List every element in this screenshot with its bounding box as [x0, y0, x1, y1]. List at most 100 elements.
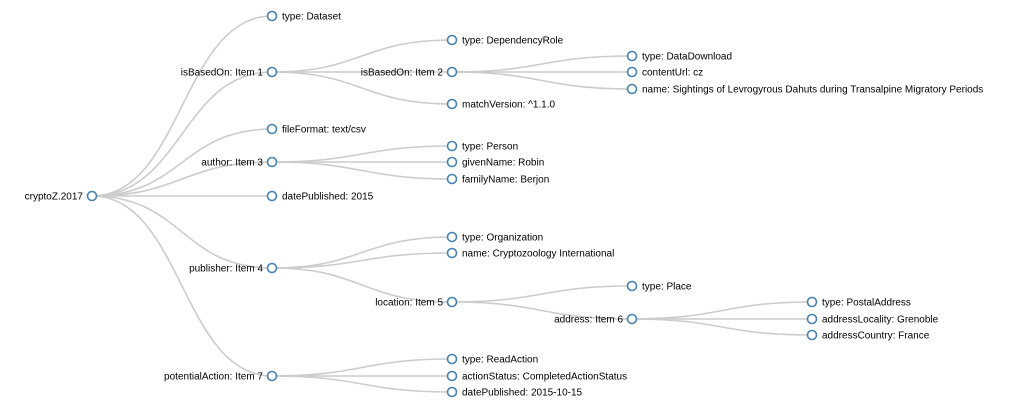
node-label: type: ReadAction: [462, 355, 538, 366]
tree-node-type-dependencyrole[interactable]: type: DependencyRole: [446, 34, 564, 47]
tree-node-fileformat-text-csv[interactable]: fileFormat: text/csv: [266, 123, 366, 136]
node-circle[interactable]: [446, 34, 458, 46]
node-circle[interactable]: [806, 329, 818, 341]
node-circle[interactable]: [266, 123, 278, 135]
tree-node-name-sightings-of-levrogyrous-dahuts-during-transalpine-migratory-periods[interactable]: name: Sightings of Levrogyrous Dahuts du…: [626, 83, 984, 96]
node-label: cryptoZ.2017: [25, 192, 84, 203]
tree-node-addresslocality-grenoble[interactable]: addressLocality: Grenoble: [806, 313, 939, 326]
tree-node-potentialaction-item-7[interactable]: potentialAction: Item 7: [164, 370, 278, 383]
tree-node-isbasedon-item-1[interactable]: isBasedOn: Item 1: [181, 66, 278, 79]
tree-node-cryptoz-2017[interactable]: cryptoZ.2017: [25, 190, 98, 203]
node-label: addressCountry: France: [822, 331, 930, 342]
node-circle[interactable]: [446, 231, 458, 243]
tree-node-type-person[interactable]: type: Person: [446, 140, 519, 153]
tree-node-type-dataset[interactable]: type: Dataset: [266, 10, 342, 23]
node-circle[interactable]: [446, 296, 458, 308]
node-label: fileFormat: text/csv: [282, 125, 366, 136]
node-label: actionStatus: CompletedActionStatus: [462, 372, 627, 383]
tree-node-datepublished-2015-10-15[interactable]: datePublished: 2015-10-15: [446, 386, 583, 399]
tree-node-type-postaladdress[interactable]: type: PostalAddress: [806, 296, 911, 309]
node-label: contentUrl: cz: [642, 68, 703, 79]
tree-node-location-item-5[interactable]: location: Item 5: [375, 296, 458, 309]
node-label: datePublished: 2015: [282, 192, 374, 203]
tree-node-contenturl-cz[interactable]: contentUrl: cz: [626, 66, 704, 79]
node-circle[interactable]: [266, 262, 278, 274]
node-circle[interactable]: [626, 313, 638, 325]
link-potentialaction-item-7-to-datepublished-2015-10-15: [271, 375, 453, 393]
link-location-item-5-to-type-place: [451, 285, 633, 303]
node-circle[interactable]: [266, 156, 278, 168]
tree-node-addresscountry-france[interactable]: addressCountry: France: [806, 329, 930, 342]
link-publisher-item-4-to-location-item-5: [271, 267, 453, 303]
tree-node-type-place[interactable]: type: Place: [626, 280, 692, 293]
node-label: name: Sightings of Levrogyrous Dahuts du…: [642, 85, 983, 96]
node-label: type: Person: [462, 142, 518, 153]
link-publisher-item-4-to-name-cryptozoology-international: [271, 252, 453, 269]
node-label: type: PostalAddress: [822, 298, 911, 309]
link-isbasedon-item-2-to-type-datadownload: [451, 55, 633, 73]
link-cryptoz-2017-to-fileformat-text-csv: [91, 128, 273, 197]
tree-node-givenname-robin[interactable]: givenName: Robin: [446, 156, 545, 169]
tree-node-familyname-berjon[interactable]: familyName: Berjon: [446, 173, 550, 186]
node-circle[interactable]: [446, 98, 458, 110]
link-isbasedon-item-2-to-name-sightings-of-levrogyrous-dahuts-during-transalpine-migratory-periods: [451, 71, 633, 90]
node-label: isBasedOn: Item 2: [361, 68, 444, 79]
tree-node-type-readaction[interactable]: type: ReadAction: [446, 353, 539, 366]
link-location-item-5-to-address-item-6: [451, 301, 633, 320]
link-cryptoz-2017-to-type-dataset: [91, 15, 273, 197]
link-isbasedon-item-1-to-type-dependencyrole: [271, 39, 453, 73]
node-label: potentialAction: Item 7: [164, 372, 263, 383]
node-label: type: DependencyRole: [462, 36, 564, 47]
node-circle[interactable]: [446, 140, 458, 152]
node-circle[interactable]: [446, 66, 458, 78]
node-label: familyName: Berjon: [462, 175, 549, 186]
node-circle[interactable]: [266, 10, 278, 22]
node-circle[interactable]: [626, 50, 638, 62]
node-label: type: DataDownload: [642, 52, 732, 63]
node-circle[interactable]: [626, 280, 638, 292]
tree-node-name-cryptozoology-international[interactable]: name: Cryptozoology International: [446, 247, 615, 260]
tree-node-actionstatus-completedactionstatus[interactable]: actionStatus: CompletedActionStatus: [446, 370, 628, 383]
node-circle[interactable]: [446, 173, 458, 185]
node-circle[interactable]: [446, 247, 458, 259]
node-label: matchVersion: ^1.1.0: [462, 100, 556, 111]
node-circle[interactable]: [446, 370, 458, 382]
tree-node-type-organization[interactable]: type: Organization: [446, 231, 544, 244]
link-potentialaction-item-7-to-type-readaction: [271, 358, 453, 377]
node-circle[interactable]: [266, 370, 278, 382]
tree-node-datepublished-2015[interactable]: datePublished: 2015: [266, 190, 374, 203]
node-circle[interactable]: [446, 386, 458, 398]
link-cryptoz-2017-to-author-item-3: [91, 161, 273, 197]
link-isbasedon-item-1-to-matchversion-1-1-0: [271, 71, 453, 105]
node-circle[interactable]: [266, 66, 278, 78]
node-circle[interactable]: [446, 156, 458, 168]
node-label: givenName: Robin: [462, 158, 544, 169]
node-label: location: Item 5: [375, 298, 443, 309]
link-cryptoz-2017-to-publisher-item-4: [91, 195, 273, 269]
node-circle[interactable]: [86, 190, 98, 202]
tree-node-address-item-6[interactable]: address: Item 6: [554, 313, 638, 326]
link-cryptoz-2017-to-potentialaction-item-7: [91, 195, 273, 377]
tree-node-author-item-3[interactable]: author: Item 3: [201, 156, 278, 169]
link-address-item-6-to-addresscountry-france: [631, 318, 813, 336]
tree-node-publisher-item-4[interactable]: publisher: Item 4: [189, 262, 278, 275]
node-label: address: Item 6: [554, 315, 623, 326]
node-circle[interactable]: [266, 190, 278, 202]
tree-node-isbasedon-item-2[interactable]: isBasedOn: Item 2: [361, 66, 458, 79]
link-address-item-6-to-type-postaladdress: [631, 301, 813, 320]
node-circle[interactable]: [806, 296, 818, 308]
tree-nodes: cryptoZ.2017 type: Dataset isBasedOn: Item…: [25, 10, 984, 399]
link-author-item-3-to-familyname-berjon: [271, 161, 453, 180]
tree-node-type-datadownload[interactable]: type: DataDownload: [626, 50, 733, 63]
node-circle[interactable]: [806, 313, 818, 325]
node-label: type: Place: [642, 282, 692, 293]
node-label: publisher: Item 4: [189, 264, 263, 275]
node-label: name: Cryptozoology International: [462, 249, 614, 260]
link-author-item-3-to-type-person: [271, 145, 453, 163]
node-circle[interactable]: [626, 66, 638, 78]
node-label: addressLocality: Grenoble: [822, 315, 939, 326]
node-circle[interactable]: [446, 353, 458, 365]
node-circle[interactable]: [626, 83, 638, 95]
tree-node-matchversion-1-1-0[interactable]: matchVersion: ^1.1.0: [446, 98, 556, 111]
